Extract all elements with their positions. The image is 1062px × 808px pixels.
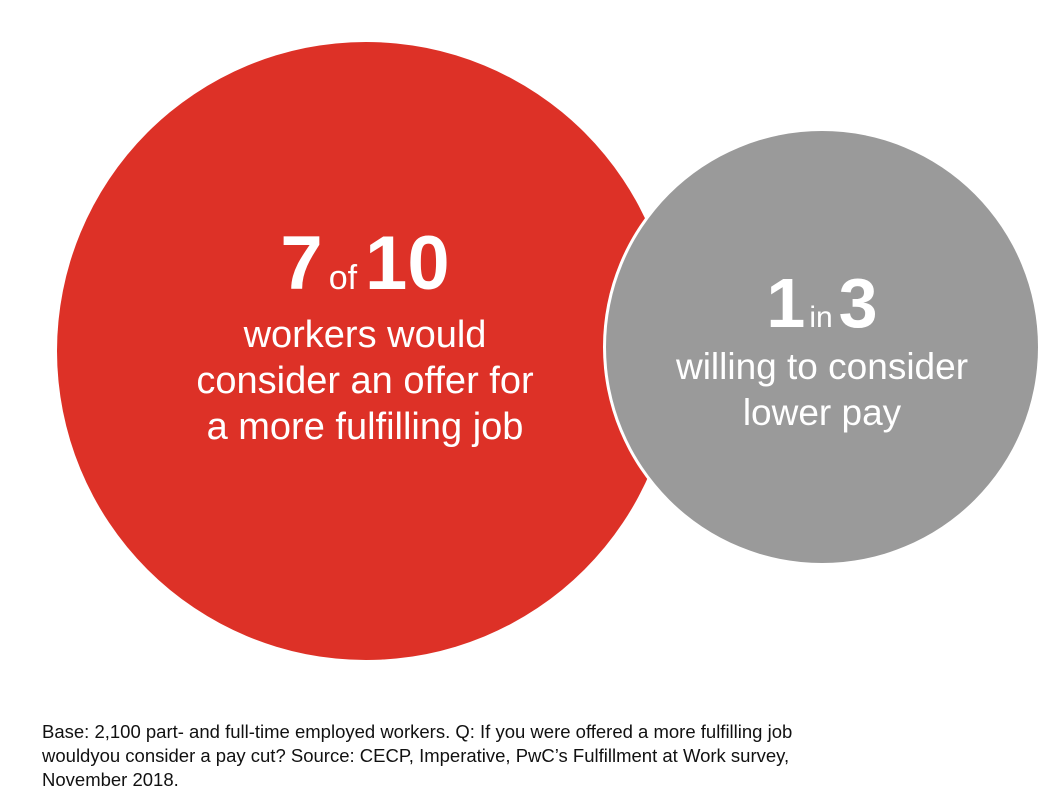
stat-connector: in [809,301,833,334]
stat-description-line: consider an offer for [196,360,534,402]
stat-description: workers would consider an offer for a mo… [120,312,610,450]
stat-description-line: workers would [243,314,487,356]
stat-description-line: lower pay [742,392,902,433]
bubble-one-in-three [606,131,1038,563]
stat-description: willing to consider lower pay [630,344,1014,436]
stat-description-line: willing to consider [675,346,969,387]
stat-description-line: a more fulfilling job [206,406,524,448]
stat-one-in-three: 1 in3 willing to consider lower pay [630,268,1014,436]
stat-headline: 1 in3 [630,268,1014,338]
stat-number: 1 [766,264,806,342]
footnote-line: November 2018. [42,769,179,790]
stat-headline: 7 of 10 [120,226,610,302]
bubble-seven-of-ten [57,42,675,660]
stat-number: 10 [365,221,450,306]
footnote-line: wouldyou consider a pay cut? Source: CEC… [42,745,790,766]
stat-number: 3 [838,264,878,342]
stat-number: 7 [280,221,323,306]
footnote-line: Base: 2,100 part- and full-time employed… [42,721,793,742]
footnote: Base: 2,100 part- and full-time employed… [42,720,1042,792]
stat-seven-of-ten: 7 of 10 workers would consider an offer fo… [120,226,610,450]
stat-connector: of [328,259,358,297]
